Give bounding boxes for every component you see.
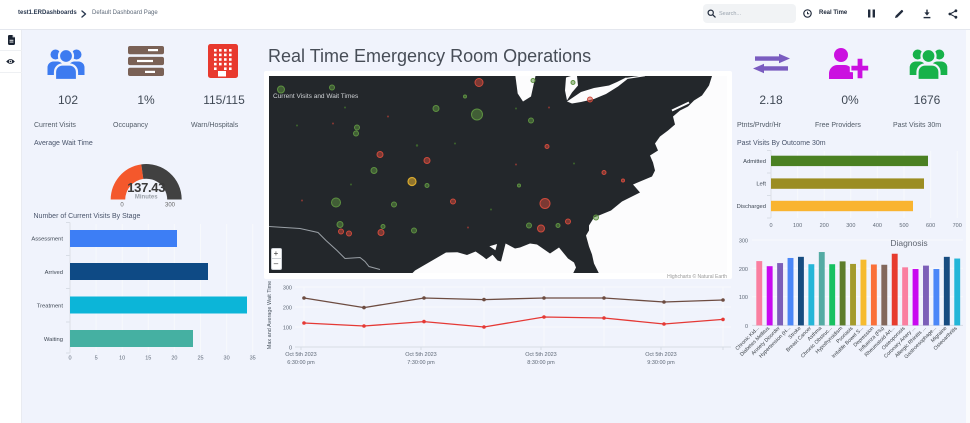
svg-text:25: 25 (197, 356, 203, 362)
svg-text:300: 300 (165, 203, 176, 209)
svg-text:20: 20 (171, 356, 177, 362)
svg-text:137.43: 137.43 (127, 180, 165, 195)
svg-text:35: 35 (250, 356, 256, 362)
svg-text:0: 0 (68, 356, 71, 362)
svg-text:100: 100 (283, 325, 292, 331)
svg-text:Diagnosis: Diagnosis (890, 238, 927, 248)
svg-text:Oct 5th 2023: Oct 5th 2023 (525, 352, 557, 358)
svg-text:200: 200 (283, 305, 292, 311)
svg-text:Oct 5th 2023: Oct 5th 2023 (645, 352, 677, 358)
svg-text:10: 10 (119, 356, 125, 362)
svg-text:400: 400 (873, 223, 882, 229)
svg-text:100: 100 (793, 223, 802, 229)
svg-text:Left: Left (756, 182, 766, 188)
svg-text:600: 600 (926, 223, 935, 229)
svg-text:Discharged: Discharged (737, 204, 766, 210)
svg-text:8:30:00 pm: 8:30:00 pm (527, 360, 555, 366)
svg-text:Minutes: Minutes (135, 195, 158, 201)
svg-text:300: 300 (283, 285, 292, 291)
svg-text:Oct 5th 2023: Oct 5th 2023 (405, 352, 437, 358)
svg-text:0: 0 (289, 345, 292, 351)
svg-text:Max and Average Wait Time: Max and Average Wait Time (267, 281, 273, 349)
svg-text:7:30:00 pm: 7:30:00 pm (407, 360, 435, 366)
svg-text:300: 300 (739, 239, 748, 245)
svg-text:Assessment: Assessment (31, 237, 63, 243)
svg-text:6:30:00 pm: 6:30:00 pm (287, 360, 315, 366)
svg-text:Treatment: Treatment (37, 304, 64, 310)
svg-text:Admitted: Admitted (743, 159, 766, 165)
svg-text:Oct 5th 2023: Oct 5th 2023 (285, 352, 317, 358)
svg-text:700: 700 (953, 223, 962, 229)
svg-text:9:30:00 pm: 9:30:00 pm (647, 360, 675, 366)
svg-text:100: 100 (739, 295, 748, 301)
svg-text:200: 200 (820, 223, 829, 229)
svg-text:500: 500 (899, 223, 908, 229)
svg-text:Waiting: Waiting (44, 337, 63, 343)
svg-text:300: 300 (846, 223, 855, 229)
svg-text:0: 0 (769, 223, 772, 229)
svg-text:200: 200 (739, 267, 748, 273)
svg-text:Arrived: Arrived (45, 270, 63, 276)
svg-text:0: 0 (120, 203, 124, 209)
svg-text:5: 5 (95, 356, 98, 362)
svg-text:Current Visits and Wait Times: Current Visits and Wait Times (273, 93, 359, 100)
svg-text:15: 15 (145, 356, 151, 362)
svg-text:30: 30 (224, 356, 230, 362)
svg-text:0: 0 (745, 324, 748, 330)
